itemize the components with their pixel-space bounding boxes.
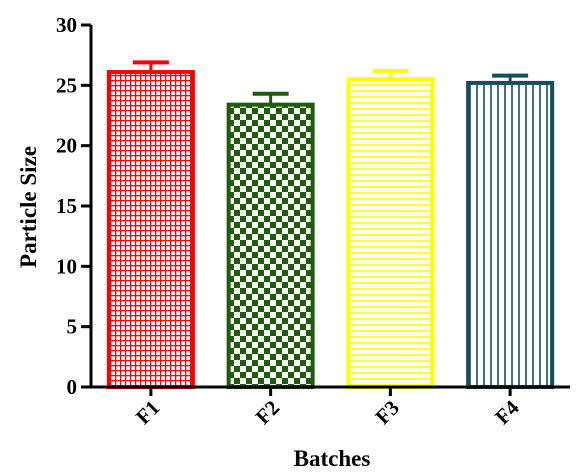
y-tick-label: 5	[67, 315, 78, 339]
y-tick-label: 30	[56, 13, 77, 37]
bar-f4	[466, 80, 555, 389]
x-axis-title: Batches	[294, 446, 371, 471]
y-axis-title: Particle Size	[16, 146, 41, 268]
y-axis: 0 5 10 15 20 25 30	[56, 13, 93, 399]
y-tick-label: 20	[56, 134, 77, 158]
y-tick-label: 15	[56, 194, 77, 218]
y-tick-label: 0	[67, 375, 78, 399]
bars	[106, 60, 555, 390]
x-tick-label-f4: F4	[490, 395, 524, 429]
x-tick-label-f3: F3	[370, 396, 403, 429]
x-axis: F1 F2 F3 F4	[89, 385, 570, 429]
y-tick-label: 25	[56, 73, 77, 97]
x-tick-label-f1: F1	[131, 396, 164, 429]
bar-f2	[226, 102, 315, 389]
x-tick-label-f2: F2	[251, 396, 284, 429]
bar-f1	[106, 70, 195, 389]
bar-f3	[346, 77, 435, 390]
y-tick-label: 10	[56, 254, 77, 278]
